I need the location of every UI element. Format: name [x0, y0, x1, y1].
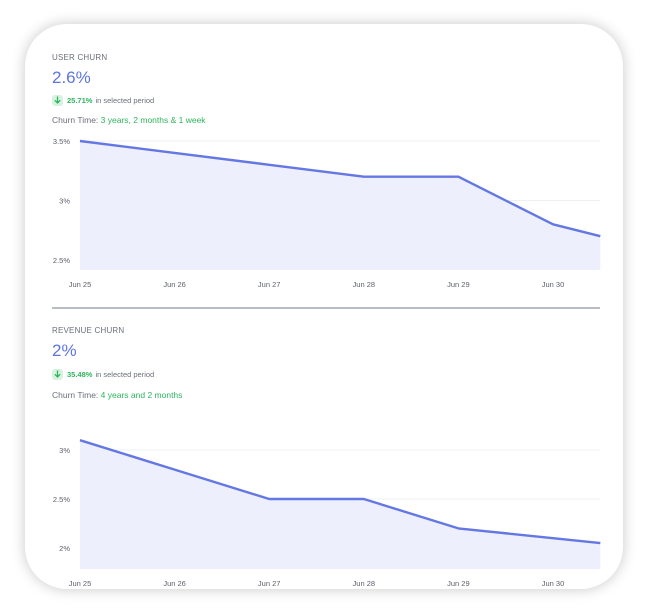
arrow-down-icon: [52, 94, 63, 106]
revenue-churn-area: [80, 440, 601, 569]
user-churn-time-value: 3 years, 2 months & 1 week: [100, 115, 206, 125]
user-churn-xtick-label: Jun 28: [353, 280, 376, 289]
revenue-churn-label: REVENUE CHURN: [52, 326, 125, 335]
user-churn-chart: 3.5% 3% 2.5% Jun 25 Jun 26 Jun 27 Jun 28 Jun 29…: [53, 137, 601, 289]
user-churn-change-pct: 25.71%: [67, 95, 93, 105]
revenue-churn-value: 2%: [52, 341, 77, 360]
revenue-churn-ytick-label: 2.5%: [53, 495, 70, 504]
revenue-churn-time-value: 4 years and 2 months: [100, 390, 183, 400]
revenue-churn-ytick-label: 2%: [59, 544, 70, 553]
revenue-churn-xtick-label: Jun 30: [542, 579, 565, 588]
revenue-churn-change-text: in selected period: [95, 369, 155, 379]
revenue-churn-series-line: [79, 439, 601, 545]
section-divider: [52, 307, 600, 309]
user-churn-time: Churn Time: 3 years, 2 months & 1 week: [52, 115, 206, 125]
user-churn-change: 25.71% in selected period: [52, 94, 154, 106]
revenue-churn-time-label: Churn Time:: [52, 390, 99, 400]
revenue-churn-change: 35.48% in selected period: [52, 368, 154, 380]
user-churn-area: [80, 141, 601, 270]
churn-card: USER CHURN 2.6% 25.71% in selected perio…: [25, 24, 623, 589]
user-churn-xtick-label: Jun 29: [447, 280, 470, 289]
revenue-churn-time: Churn Time: 4 years and 2 months: [52, 390, 182, 400]
revenue-churn-xtick-label: Jun 27: [258, 579, 281, 588]
revenue-churn-ytick-label: 3%: [59, 446, 70, 455]
user-churn-time-label: Churn Time:: [52, 115, 99, 125]
user-churn-value: 2.6%: [52, 68, 91, 87]
revenue-churn-change-pct: 35.48%: [67, 369, 93, 379]
user-churn-ytick-label: 2.5%: [53, 256, 70, 265]
revenue-churn-chart: 3% 2.5% 2% Jun 25 Jun 26 Jun 27 Jun 28 Jun 29 Ju…: [53, 439, 601, 588]
revenue-churn-xtick-label: Jun 26: [163, 579, 186, 588]
revenue-churn-xtick-label: Jun 25: [69, 579, 92, 588]
user-churn-ytick-label: 3.5%: [53, 137, 70, 146]
arrow-down-icon: [52, 368, 63, 380]
user-churn-xtick-label: Jun 26: [163, 280, 186, 289]
user-churn-xtick-label: Jun 30: [542, 280, 565, 289]
user-churn-change-text: in selected period: [95, 95, 155, 105]
revenue-churn-xtick-label: Jun 29: [447, 579, 470, 588]
revenue-churn-xtick-label: Jun 28: [353, 579, 376, 588]
user-churn-series-line: [79, 139, 601, 238]
user-churn-xtick-label: Jun 27: [258, 280, 281, 289]
user-churn-ytick-label: 3%: [59, 197, 70, 206]
user-churn-xtick-label: Jun 25: [69, 280, 92, 289]
user-churn-label: USER CHURN: [52, 53, 108, 62]
